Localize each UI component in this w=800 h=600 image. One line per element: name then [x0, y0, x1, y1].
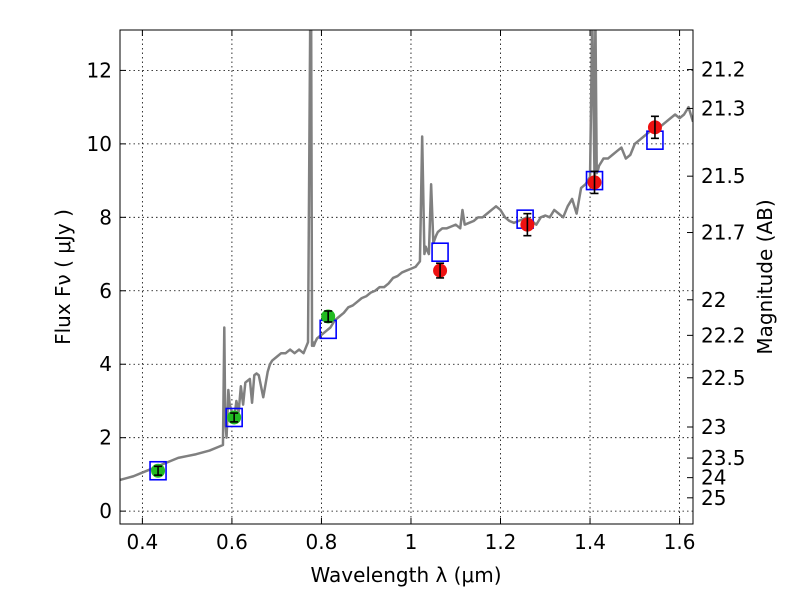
grid-lines [120, 30, 693, 524]
y2-tick-label: 23.5 [701, 446, 746, 470]
y-tick-label: 10 [87, 132, 112, 156]
x-tick-label: 0.4 [126, 530, 158, 554]
data-layer [120, 30, 693, 482]
x-tick-label: 1.2 [485, 530, 517, 554]
spectrum-line [120, 30, 693, 482]
x-tick-label: 1 [405, 530, 418, 554]
y2-tick-label: 22.2 [701, 323, 746, 347]
y-tick-label: 2 [99, 426, 112, 450]
y2-tick-label: 23 [701, 415, 726, 439]
y-tick-label: 0 [99, 499, 112, 523]
x-tick-label: 0.6 [216, 530, 248, 554]
y2-tick-label: 22 [701, 288, 726, 312]
y2-tick-label: 21.5 [701, 164, 746, 188]
y-tick-label: 4 [99, 352, 112, 376]
y-tick-label: 6 [99, 279, 112, 303]
model-flux-square [225, 407, 243, 428]
y2-tick-label: 24 [701, 466, 726, 490]
marker-layer [149, 115, 664, 481]
y-axis-title: Flux Fν ( μJy ) [51, 209, 75, 345]
y2-tick-label: 25 [701, 486, 726, 510]
y2-tick-label: 21.7 [701, 221, 746, 245]
x-tick-label: 1.6 [664, 530, 696, 554]
x-axis-title: Wavelength λ (μm) [310, 563, 501, 587]
x-tick-label: 0.8 [306, 530, 338, 554]
x-tick-label: 1.4 [574, 530, 606, 554]
y-tick-label: 12 [87, 58, 112, 82]
y-tick-label: 8 [99, 205, 112, 229]
plot-frame [119, 29, 694, 525]
model-flux-square [149, 460, 167, 481]
y2-axis-title: Magnitude (AB) [753, 199, 777, 354]
model-flux-square [431, 242, 449, 263]
y2-tick-label: 21.2 [701, 58, 746, 82]
y2-tick-label: 22.5 [701, 366, 746, 390]
y2-tick-label: 21.3 [701, 96, 746, 120]
